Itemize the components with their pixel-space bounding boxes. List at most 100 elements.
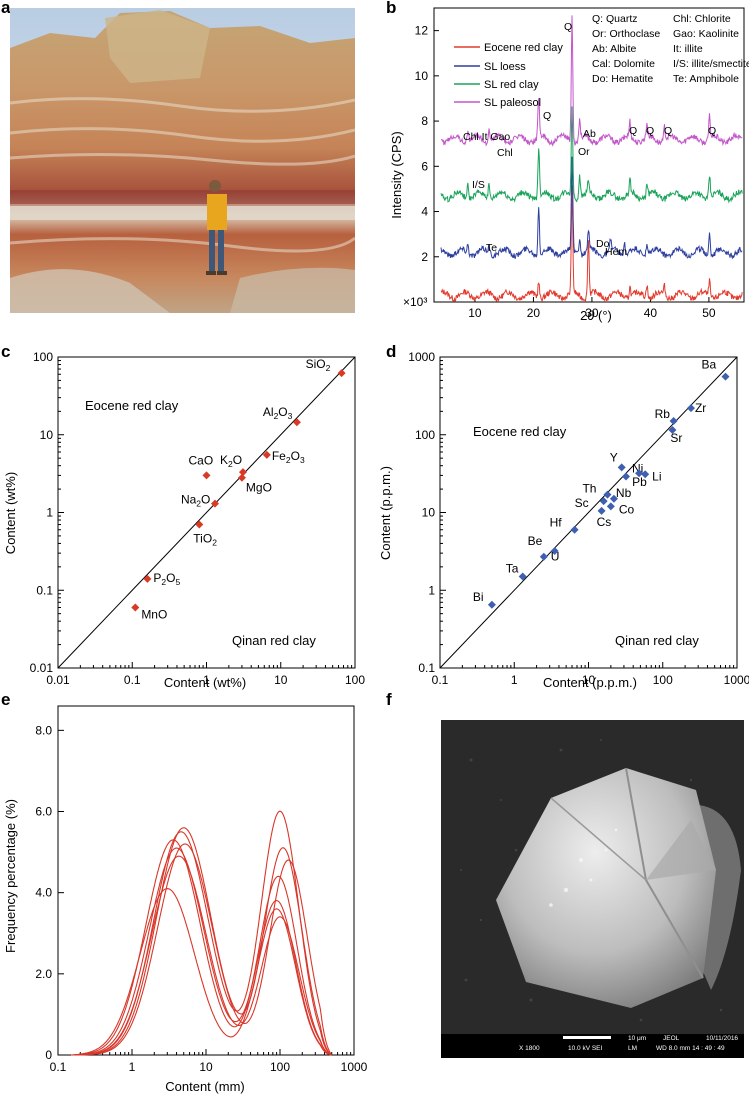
scatter-ytick-label: 10 bbox=[422, 506, 436, 520]
point-label-sr: Sr bbox=[670, 431, 682, 445]
key-illite: It: illite bbox=[673, 43, 703, 55]
e-ytick-label: 4.0 bbox=[35, 886, 52, 900]
key-orthoclase: Or: Orthoclase bbox=[592, 28, 660, 40]
data-point-sc bbox=[599, 497, 608, 506]
scatter-xtick-label: 1000 bbox=[724, 673, 749, 687]
c-region-qinan: Qinan red clay bbox=[232, 633, 316, 648]
e-ytick-label: 2.0 bbox=[35, 967, 52, 981]
data-point-ta bbox=[518, 572, 527, 581]
point-label-cao: CaO bbox=[189, 453, 214, 467]
e-xlabel: Content (mm) bbox=[165, 1079, 244, 1094]
data-point-y bbox=[617, 463, 626, 472]
point-label-th: Th bbox=[582, 482, 596, 496]
sem-kv: 10.0 kV SEI bbox=[568, 1045, 603, 1052]
peak-labels: Q Q Ab Or Q Q Q Q Chl It Gao Chl I/S Te … bbox=[463, 21, 716, 258]
one-to-one-line bbox=[57, 356, 356, 669]
peak-label-q1: Q bbox=[629, 125, 637, 137]
data-point-li bbox=[641, 470, 650, 479]
e-frame bbox=[57, 705, 355, 1056]
point-label-nb: Nb bbox=[616, 486, 632, 500]
scatter-xtick-label: 100 bbox=[653, 673, 673, 687]
xrd-xtick-label: 10 bbox=[468, 306, 482, 320]
d-region-qinan: Qinan red clay bbox=[615, 633, 699, 648]
key-illite-smectite: I/S: illite/smectite bbox=[673, 58, 749, 70]
xrd-series-line bbox=[440, 15, 743, 147]
scatter-ytick-label: 0.1 bbox=[36, 583, 53, 597]
xrd-ytick-label: 12 bbox=[415, 24, 429, 38]
point-label-be: Be bbox=[528, 534, 543, 548]
peak-label-is: I/S bbox=[472, 179, 485, 191]
xrd-ytick-label: 2 bbox=[421, 250, 428, 264]
data-point-hf bbox=[570, 525, 579, 534]
data-point-zr bbox=[686, 404, 695, 413]
scatter-ytick-label: 0.01 bbox=[30, 661, 54, 675]
outcrop-photo bbox=[10, 8, 355, 313]
sem-lm: LM bbox=[628, 1045, 637, 1052]
peak-label-hem: Hem bbox=[605, 246, 627, 258]
mineral-key: Q: Quartz Or: Orthoclase Ab: Albite Cal:… bbox=[592, 13, 749, 85]
xrd-xlabel: 2θ (°) bbox=[580, 308, 612, 323]
e-xtick-label: 100 bbox=[270, 1060, 290, 1074]
peak-label-chl-it-gao: Chl It Gao bbox=[463, 131, 510, 143]
xrd-legend: Eocene red clay SL loess SL red clay SL … bbox=[454, 42, 563, 109]
grain-size-curve bbox=[71, 827, 332, 1056]
data-point-be bbox=[550, 546, 559, 555]
data-point-rb bbox=[669, 417, 678, 426]
data-point-fe2o3 bbox=[262, 450, 271, 459]
sem-micrograph: 10 μm JEOL 10/11/2016 X 1800 10.0 kV SEI… bbox=[441, 720, 744, 1058]
scatter-ytick-label: 100 bbox=[33, 350, 53, 364]
xrd-series-line bbox=[440, 185, 743, 303]
scatter-ytick-label: 1000 bbox=[408, 350, 435, 364]
oxide-scatter-chart: 0.010.01 0.1 0.1 1 1 10 10 100 100 SiO2 Al2O3 Fe2O… bbox=[3, 350, 365, 690]
point-label-co: Co bbox=[619, 502, 635, 516]
scatter-ytick-label: 1 bbox=[46, 506, 53, 520]
data-point-mgo bbox=[237, 473, 246, 482]
point-label-zr: Zr bbox=[695, 401, 706, 415]
panel-label-f: f bbox=[386, 690, 392, 709]
legend-redclay: SL red clay bbox=[484, 79, 539, 91]
xrd-series-line bbox=[440, 106, 743, 204]
point-label-sio2: SiO2 bbox=[306, 357, 331, 373]
e-xtick-label: 10 bbox=[199, 1060, 213, 1074]
peak-label-q3: Q bbox=[664, 125, 672, 137]
key-hematite: Do: Hematite bbox=[592, 73, 653, 85]
geologist-figure bbox=[206, 180, 227, 275]
e-xtick-label: 1000 bbox=[341, 1060, 368, 1074]
point-label-bi: Bi bbox=[473, 590, 484, 604]
key-albite: Ab: Albite bbox=[592, 43, 637, 55]
scatter-xtick-label: 10 bbox=[582, 673, 596, 687]
xrd-xtick-label: 20 bbox=[527, 306, 541, 320]
data-point-cs bbox=[597, 506, 606, 515]
point-label-pb: Pb bbox=[632, 475, 647, 489]
d-ylabel: Content (p.p.m.) bbox=[378, 466, 393, 560]
xrd-multiplier: ×10³ bbox=[403, 295, 427, 309]
grain-size-curve bbox=[71, 847, 332, 1056]
sem-date: 10/11/2016 bbox=[706, 1035, 738, 1042]
point-label-sc: Sc bbox=[575, 496, 589, 510]
data-point-k2o bbox=[238, 468, 247, 477]
e-ylabel: Frequency percentage (%) bbox=[3, 799, 18, 953]
data-point-na2o bbox=[210, 499, 219, 508]
data-point-al2o3 bbox=[292, 418, 301, 427]
key-kaolinite: Gao: Kaolinite bbox=[673, 28, 739, 40]
xrd-frame bbox=[433, 7, 745, 303]
point-label-tio2: TiO2 bbox=[193, 532, 217, 548]
scatter-xtick-label: 0.1 bbox=[124, 673, 141, 687]
scatter-ytick-label: 10 bbox=[40, 428, 54, 442]
xrd-xtick-label: 30 bbox=[585, 306, 599, 320]
peak-label-q2: Q bbox=[646, 125, 654, 137]
legend-eocene: Eocene red clay bbox=[484, 42, 563, 54]
panel-label-b: b bbox=[386, 0, 397, 17]
e-xtick-label: 1 bbox=[129, 1060, 136, 1074]
data-point-pb bbox=[635, 469, 644, 478]
d-region-eocene: Eocene red clay bbox=[473, 424, 567, 439]
data-point-sr bbox=[668, 426, 677, 435]
scatter-ytick-label: 0.1 bbox=[418, 661, 435, 675]
e-ytick-label: 6.0 bbox=[35, 805, 52, 819]
peak-label-te: Te bbox=[486, 242, 497, 254]
sem-bar-label: 10 μm bbox=[628, 1035, 646, 1042]
data-point-sio2 bbox=[337, 369, 346, 378]
sem-scale-bar bbox=[563, 1036, 611, 1039]
point-label-ba: Ba bbox=[701, 358, 716, 372]
point-label-u: U bbox=[551, 550, 560, 564]
